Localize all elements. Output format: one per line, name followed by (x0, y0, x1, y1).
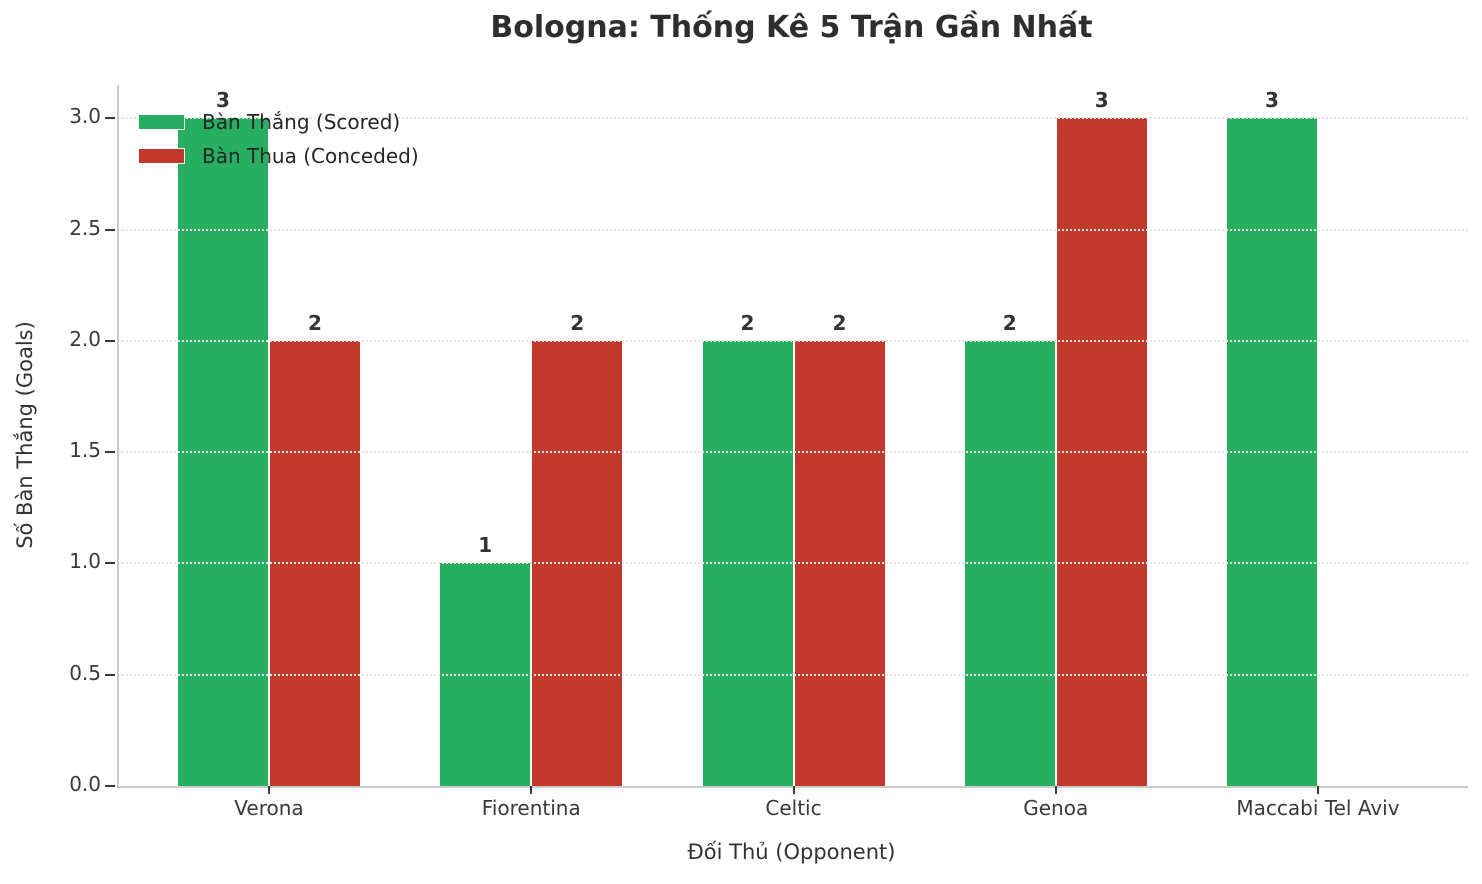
legend-swatch-scored-icon (138, 114, 185, 130)
y-axis-label: Số Bàn Thắng (Goals) (13, 321, 37, 549)
legend-label-scored: Bàn Thắng (Scored) (202, 110, 401, 134)
y-tick-label: 2.0 (69, 326, 101, 351)
y-tick-label: 0.0 (69, 772, 101, 796)
x-tick-label-celtic: Celtic (765, 796, 822, 820)
x-tick-label-maccabi-tel-aviv: Maccabi Tel Aviv (1236, 796, 1400, 820)
x-tick-label-genoa: Genoa (1023, 796, 1089, 820)
y-tick-label: 3.0 (69, 104, 101, 129)
x-tick-mark (530, 786, 533, 794)
bar-value-label: 2 (832, 310, 847, 335)
gridline (119, 228, 1468, 231)
gridline (119, 562, 1468, 565)
gridline (119, 451, 1468, 454)
y-tick-label: 1.5 (69, 438, 101, 463)
bar-value-label: 2 (308, 310, 322, 335)
legend-swatch-conceded-icon (138, 148, 185, 164)
bar-value-label: 2 (740, 310, 755, 335)
gridline (119, 673, 1468, 676)
legend: Bàn Thắng (Scored) Bàn Thua (Conceded) (138, 109, 419, 177)
x-axis-label: Đối Thủ (Opponent) (687, 840, 896, 864)
x-tick-mark (792, 786, 795, 794)
y-tick-label: 1.0 (69, 549, 101, 574)
bar-value-label: 3 (1094, 88, 1109, 113)
legend-item-scored: Bàn Thắng (Scored) (138, 109, 419, 135)
y-tick-mark (105, 562, 115, 565)
y-tick-mark (105, 673, 115, 676)
x-tick-label-verona: Verona (234, 796, 304, 820)
x-tick-mark (268, 786, 270, 794)
y-tick-mark (105, 785, 115, 787)
y-tick-mark (105, 451, 115, 454)
chart-title: Bologna: Thống Kê 5 Trận Gần Nhất (490, 10, 1093, 45)
gridline (119, 339, 1468, 342)
y-tick-mark (105, 339, 115, 342)
y-tick-mark (105, 117, 115, 120)
bar-value-label: 3 (216, 88, 230, 113)
y-tick-label: 0.5 (69, 660, 101, 685)
x-tick-mark (1317, 786, 1319, 794)
bar-value-label: 2 (1002, 310, 1017, 335)
plot-area: Bàn Thắng (Scored) Bàn Thua (Conceded) 3… (69, 85, 1468, 820)
bar-value-label: 1 (478, 533, 493, 558)
bar-value-label: 2 (570, 310, 585, 335)
bar-value-label: 3 (1265, 88, 1279, 113)
x-tick-label-fiorentina: Fiorentina (481, 796, 581, 820)
y-tick-label: 2.5 (69, 215, 101, 240)
x-tick-mark (1054, 786, 1057, 794)
legend-item-conceded: Bàn Thua (Conceded) (138, 143, 419, 169)
y-tick-mark (105, 228, 115, 231)
gridline (119, 117, 1468, 120)
legend-label-conceded: Bàn Thua (Conceded) (202, 144, 419, 168)
